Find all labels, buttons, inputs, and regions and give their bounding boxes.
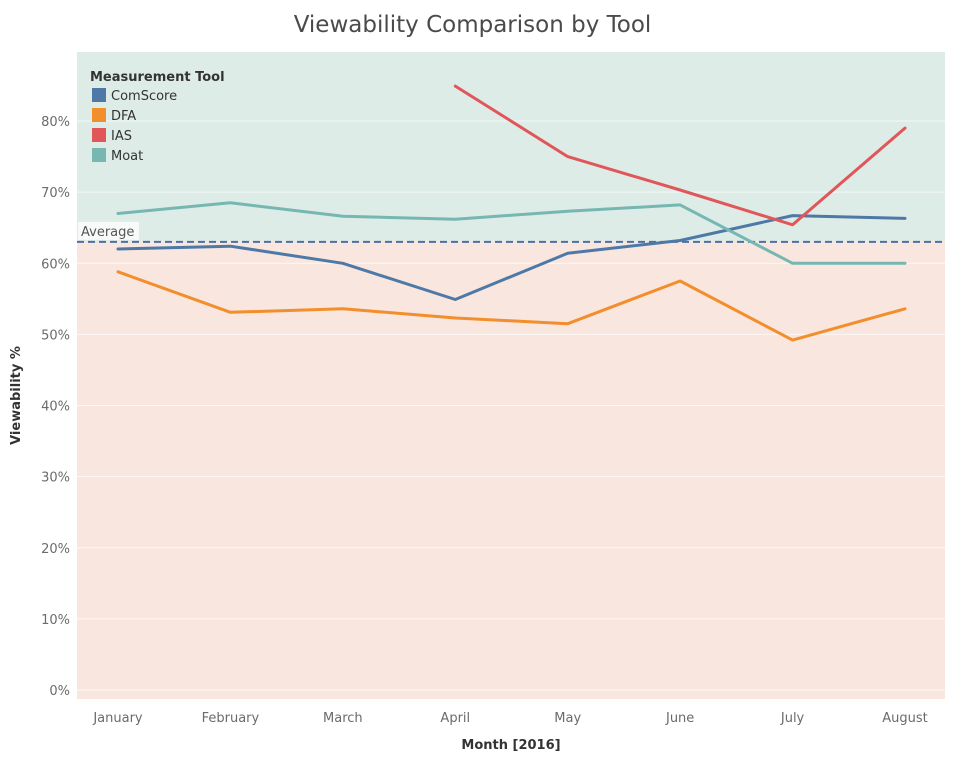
y-tick-label: 70%	[41, 186, 70, 201]
legend-title: Measurement Tool	[90, 70, 225, 85]
legend-swatch	[92, 148, 106, 162]
legend-item-label: Moat	[111, 149, 143, 164]
average-reference-line: Average	[77, 221, 945, 243]
band-above-average	[77, 52, 945, 242]
legend-item-label: IAS	[111, 129, 132, 144]
legend-item-label: DFA	[111, 109, 136, 124]
series-line-ias	[453, 84, 907, 227]
x-tick-label: April	[440, 711, 470, 726]
legend-item-label: ComScore	[111, 89, 177, 104]
y-tick-label: 80%	[41, 115, 70, 130]
x-tick-label: June	[665, 711, 694, 726]
y-tick-label: 60%	[41, 257, 70, 272]
legend-swatch	[92, 108, 106, 122]
x-tick-label: January	[92, 711, 143, 726]
x-axis-label: Month [2016]	[461, 738, 560, 753]
average-label-bg	[78, 221, 139, 240]
chart-title: Viewability Comparison by Tool	[293, 12, 652, 38]
x-tick-label: March	[323, 711, 363, 726]
y-tick-label: 30%	[41, 471, 70, 486]
x-tick-label: August	[882, 711, 928, 726]
y-axis-label: Viewability %	[9, 346, 24, 445]
band-below-average	[77, 241, 945, 699]
y-tick-label: 20%	[41, 542, 70, 557]
x-tick-label: July	[780, 711, 805, 726]
x-tick-label: May	[554, 711, 581, 726]
legend-swatch	[92, 88, 106, 102]
legend-swatch	[92, 128, 106, 142]
y-axis-ticks: 0% 10% 20% 30% 40% 50% 60% 70% 80%	[41, 115, 70, 699]
average-label: Average	[81, 225, 134, 240]
x-axis-ticks: January February March April May June July Augu…	[92, 711, 927, 726]
y-tick-label: 50%	[41, 328, 70, 343]
series-line-moat	[116, 201, 907, 265]
legend: Measurement Tool ComScore DFA IAS Moat	[90, 70, 225, 164]
y-tick-label: 40%	[41, 400, 70, 415]
series-lines	[116, 84, 907, 342]
series-line-dfa	[116, 270, 907, 342]
y-tick-label: 0%	[49, 684, 70, 699]
x-tick-label: February	[202, 711, 260, 726]
background-bands	[77, 52, 945, 699]
y-tick-label: 10%	[41, 613, 70, 628]
